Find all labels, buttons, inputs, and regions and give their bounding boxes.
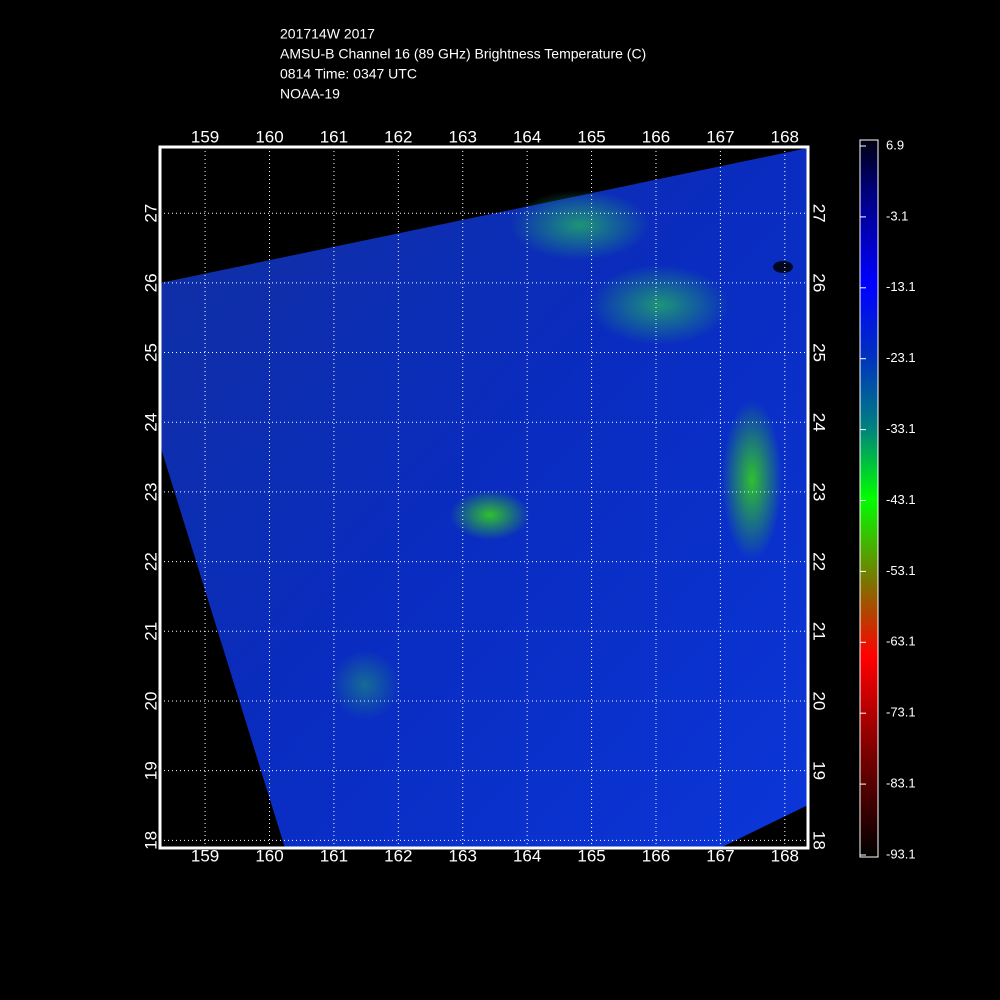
map-frame [158,145,810,850]
x-tick-label: 166 [642,846,670,865]
colorbar-tick-label: -53.1 [886,563,916,578]
y-tick-label: 22 [141,552,160,571]
grid [160,147,808,848]
x-tick-label: 164 [513,846,541,865]
x-tick-label: 168 [771,846,799,865]
colorbar-tick-label: -83.1 [886,776,916,791]
cloud-band [590,265,730,345]
y-tick-label: 23 [810,482,829,501]
y-tick-label: 18 [810,831,829,850]
colorbar-tick-label: -63.1 [886,634,916,649]
x-tick-label: 160 [255,846,283,865]
y-tick-label: 25 [810,343,829,362]
y-tick-label: 25 [141,343,160,362]
colorbar [859,139,879,858]
y-tick-label: 19 [141,761,160,780]
cloud-band [722,400,782,560]
x-tick-label: 162 [384,846,412,865]
colorbar-tick-label: -33.1 [886,421,916,436]
warm-spot [773,261,793,273]
x-tick-label: 164 [513,127,541,146]
y-tick-label: 21 [141,622,160,641]
y-tick-label: 19 [810,761,829,780]
x-tick-label: 163 [449,127,477,146]
x-tick-label: 161 [320,127,348,146]
ticks: 159 159 160 160 161 161 162 162 163 163 164 164 165 1… [141,127,915,865]
colorbar-tick-label: -93.1 [886,846,916,861]
x-tick-label: 162 [384,127,412,146]
y-tick-label: 24 [141,413,160,432]
y-tick-label: 20 [810,692,829,711]
swath [160,148,808,848]
x-tick-label: 165 [577,846,605,865]
x-tick-label: 167 [706,846,734,865]
header: 201714W 2017 AMSU-B Channel 16 (89 GHz) … [280,26,646,102]
y-tick-label: 21 [810,622,829,641]
x-tick-label: 163 [449,846,477,865]
y-tick-label: 26 [810,273,829,292]
y-tick-label: 23 [141,482,160,501]
y-tick-label: 18 [141,831,160,850]
colorbar-tick-label: 6.9 [886,137,904,152]
y-tick-label: 24 [810,413,829,432]
x-tick-label: 160 [255,127,283,146]
cloud-band [330,650,400,720]
y-tick-label: 26 [141,273,160,292]
header-line: NOAA-19 [280,86,340,102]
header-line: 201714W 2017 [280,26,375,42]
x-tick-label: 159 [191,846,219,865]
y-tick-label: 22 [810,552,829,571]
x-tick-label: 167 [706,127,734,146]
header-line: 0814 Time: 0347 UTC [280,66,417,82]
y-tick-label: 27 [141,204,160,223]
header-line: AMSU-B Channel 16 (89 GHz) Brightness Te… [280,46,646,62]
x-tick-label: 165 [577,127,605,146]
colorbar-tick-label: -13.1 [886,279,916,294]
colorbar-tick-label: -3.1 [886,208,908,223]
cloud-band [510,190,650,260]
storm-core [450,490,530,540]
y-tick-label: 27 [810,204,829,223]
colorbar-tick-label: -43.1 [886,492,916,507]
colorbar-tick-label: -23.1 [886,350,916,365]
x-tick-label: 161 [320,846,348,865]
x-tick-label: 159 [191,127,219,146]
x-tick-label: 166 [642,127,670,146]
colorbar-tick-label: -73.1 [886,705,916,720]
x-tick-label: 168 [771,127,799,146]
y-tick-label: 20 [141,692,160,711]
